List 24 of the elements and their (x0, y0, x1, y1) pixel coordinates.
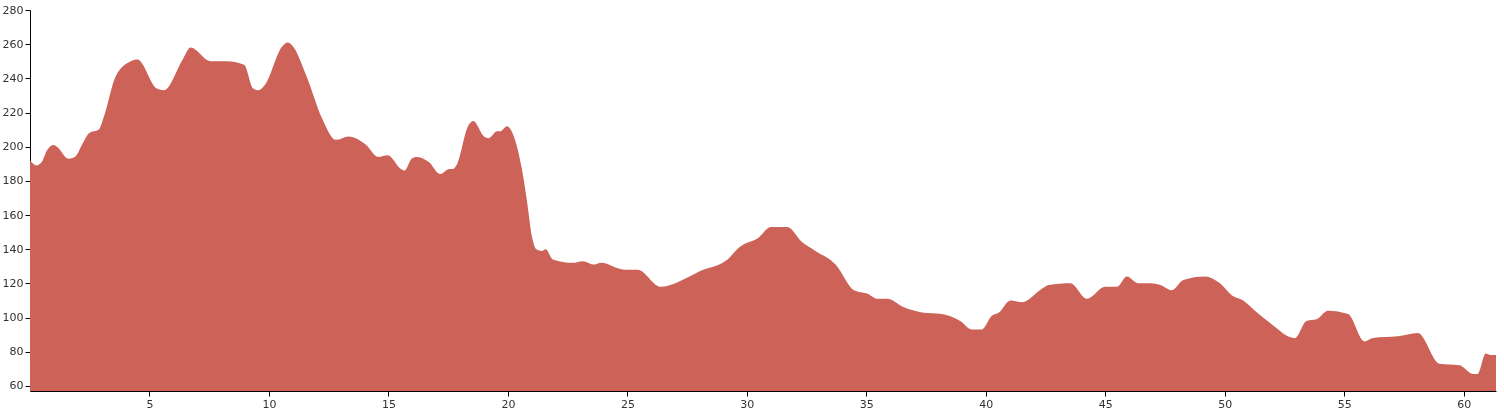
y-tick-label: 60 (9, 379, 24, 393)
y-tick-label: 220 (2, 106, 24, 120)
x-tick-label: 5 (146, 397, 154, 411)
y-tick-label: 180 (2, 174, 24, 188)
y-tick-label: 140 (2, 242, 24, 256)
y-tick-label: 80 (9, 345, 24, 359)
y-tick-label: 200 (2, 140, 24, 154)
x-tick-label: 60 (1457, 397, 1472, 411)
x-tick-label: 25 (620, 397, 635, 411)
y-tick-label: 100 (2, 311, 24, 325)
x-tick-label: 45 (1098, 397, 1113, 411)
y-tick-label: 260 (2, 37, 24, 51)
x-tick-label: 50 (1218, 397, 1233, 411)
x-tick-label: 15 (381, 397, 396, 411)
x-tick-label: 20 (501, 397, 516, 411)
x-tick-label: 40 (979, 397, 994, 411)
x-tick-label: 10 (262, 397, 277, 411)
x-tick-label: 55 (1337, 397, 1352, 411)
x-tick-label: 35 (859, 397, 874, 411)
y-tick-label: 240 (2, 71, 24, 85)
y-tick-label: 280 (2, 3, 24, 17)
x-tick-label: 30 (740, 397, 755, 411)
y-tick-label: 160 (2, 208, 24, 222)
y-tick-label: 120 (2, 276, 24, 290)
